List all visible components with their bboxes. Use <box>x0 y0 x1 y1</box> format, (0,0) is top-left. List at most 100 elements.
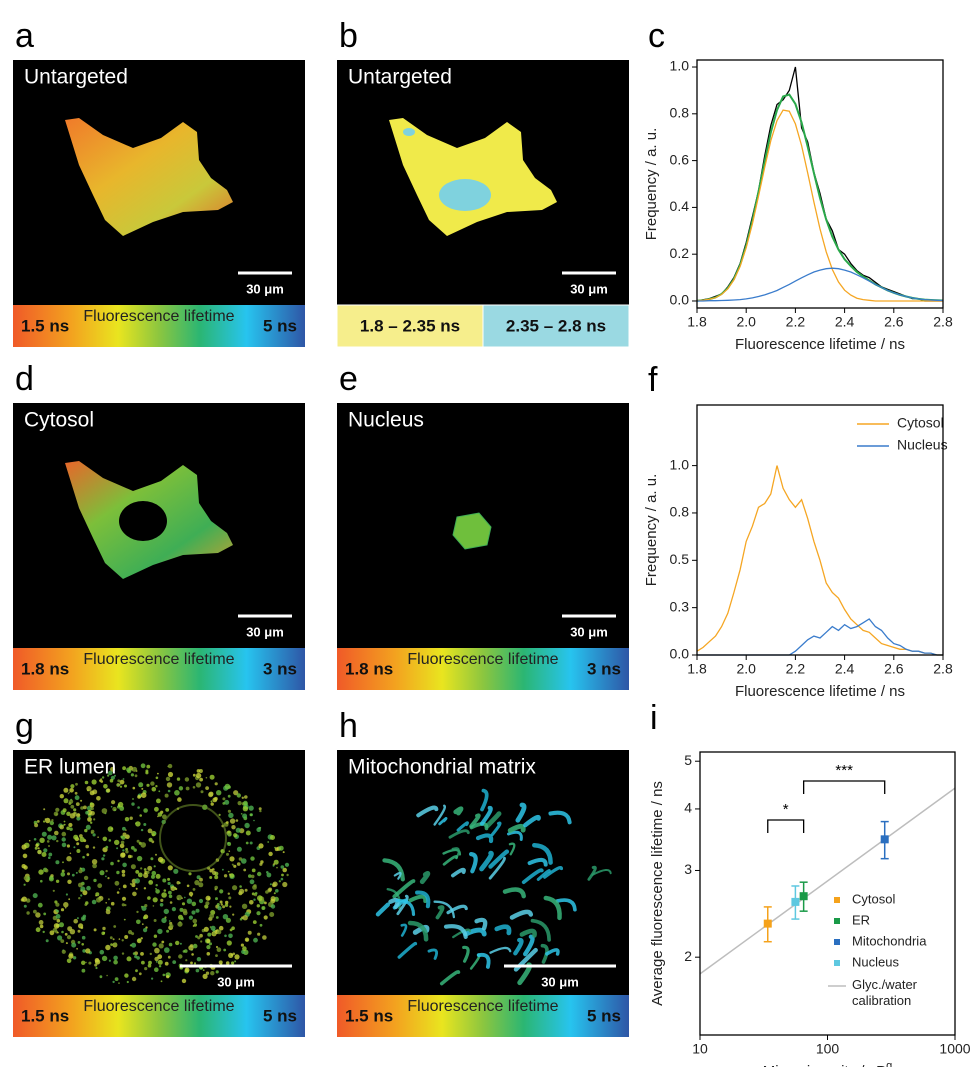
er-signal <box>67 872 70 876</box>
mitochondrion <box>489 946 512 954</box>
er-signal <box>214 796 218 801</box>
er-signal <box>208 792 214 798</box>
er-signal <box>124 817 130 822</box>
er-signal <box>176 881 180 885</box>
er-signal <box>81 960 86 965</box>
er-signal <box>69 799 74 804</box>
panel-letter: b <box>339 17 358 55</box>
er-signal <box>164 793 169 798</box>
er-signal <box>259 923 263 927</box>
y-tick-label: 2 <box>684 948 692 964</box>
er-signal <box>80 886 86 892</box>
er-signal <box>39 924 44 929</box>
er-signal <box>173 868 179 874</box>
mitochondrion <box>438 816 448 826</box>
er-signal <box>228 952 234 958</box>
er-signal <box>143 808 148 813</box>
er-signal <box>76 849 81 853</box>
er-signal <box>37 849 42 855</box>
er-signal <box>124 784 127 788</box>
mitochondrion <box>433 804 446 826</box>
er-signal <box>121 952 125 955</box>
er-signal <box>41 831 47 837</box>
er-signal <box>81 968 86 973</box>
mitochondrion <box>433 900 456 919</box>
er-signal <box>197 936 201 940</box>
er-signal <box>91 859 98 865</box>
er-signal <box>236 846 242 852</box>
y-axis-label: Average fluorescence lifetime / ns <box>649 781 666 1006</box>
colorbar-min: 1.5 ns <box>21 316 69 335</box>
er-signal <box>188 945 194 951</box>
er-signal <box>167 881 171 886</box>
er-signal <box>150 781 155 786</box>
panel-letter: f <box>648 361 658 399</box>
er-signal <box>110 805 113 808</box>
er-signal <box>200 940 203 943</box>
er-signal <box>153 919 157 922</box>
er-signal <box>222 914 229 920</box>
er-signal <box>252 920 257 924</box>
er-signal <box>135 887 138 890</box>
er-signal <box>243 868 247 872</box>
er-signal <box>218 925 224 931</box>
er-signal <box>146 870 150 874</box>
er-signal <box>155 889 160 894</box>
er-signal <box>48 845 50 847</box>
cell-image <box>20 763 290 984</box>
er-signal <box>134 878 140 884</box>
er-signal <box>190 895 193 897</box>
er-signal <box>186 898 193 904</box>
significance-bracket <box>802 780 886 794</box>
panel-letter: g <box>15 707 34 745</box>
er-signal <box>215 916 219 919</box>
er-signal <box>174 790 180 796</box>
y-tick-label: 0.0 <box>670 646 690 662</box>
data-point <box>880 835 889 844</box>
er-signal <box>159 903 164 907</box>
er-signal <box>116 847 119 850</box>
er-signal <box>110 943 113 946</box>
er-signal <box>117 859 120 863</box>
mitochondrion <box>439 970 461 986</box>
er-signal <box>90 806 94 811</box>
er-signal <box>86 786 92 792</box>
scale-bar-label: 30 μm <box>246 281 284 296</box>
legend-swatch <box>834 897 840 903</box>
er-signal <box>62 808 67 813</box>
er-signal <box>250 856 255 861</box>
mitochondrion <box>515 802 527 823</box>
er-signal <box>190 961 193 965</box>
er-signal <box>68 898 71 901</box>
er-signal <box>56 909 59 913</box>
er-signal <box>107 877 110 880</box>
er-signal <box>26 898 31 903</box>
er-signal <box>278 880 281 883</box>
er-signal <box>95 966 98 970</box>
nucleus-region <box>439 179 491 211</box>
er-signal <box>122 778 125 780</box>
scale-bar-label: 30 μm <box>541 974 579 989</box>
er-signal <box>60 908 65 912</box>
er-signal <box>110 766 116 772</box>
er-signal <box>114 809 116 811</box>
er-signal <box>278 845 284 851</box>
er-signal <box>76 917 79 920</box>
er-signal <box>69 852 72 855</box>
er-signal <box>199 933 203 938</box>
er-signal <box>258 807 262 811</box>
er-signal <box>223 874 228 878</box>
er-signal <box>143 928 148 933</box>
er-signal <box>70 804 75 809</box>
er-signal <box>75 871 78 874</box>
x-axis-label: Fluorescence lifetime / ns <box>735 336 905 353</box>
er-signal <box>225 961 230 965</box>
er-signal <box>205 776 208 779</box>
er-signal <box>105 845 109 849</box>
er-signal <box>63 902 69 908</box>
er-signal <box>184 967 190 973</box>
y-tick-label: 5 <box>684 752 692 768</box>
er-signal <box>244 822 250 829</box>
er-signal <box>249 900 254 905</box>
er-signal <box>176 777 181 781</box>
